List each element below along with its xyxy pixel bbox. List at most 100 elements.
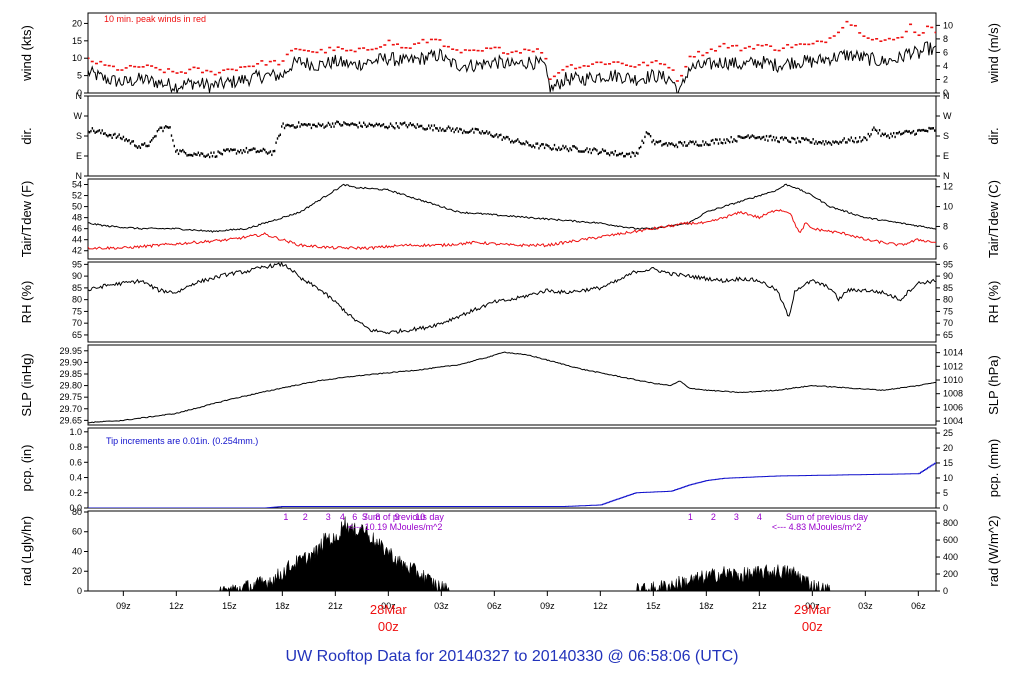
data-point: [132, 140, 135, 143]
data-point: [457, 130, 460, 133]
peak-marker: [641, 61, 645, 64]
peak-marker: [323, 51, 327, 54]
peak-marker: [620, 62, 624, 65]
peak-marker: [111, 65, 115, 68]
data-point: [501, 138, 503, 141]
peak-marker: [234, 69, 238, 72]
data-point: [830, 143, 833, 146]
data-point: [866, 138, 868, 142]
data-point: [610, 151, 612, 154]
data-point: [327, 121, 330, 125]
data-point: [242, 149, 245, 152]
hour-marker: 2: [711, 512, 716, 522]
hour-marker: 10: [415, 512, 425, 522]
peak-marker: [612, 61, 616, 63]
data-point: [809, 141, 812, 144]
peak-marker: [472, 49, 476, 51]
series-area: [88, 516, 936, 591]
peak-marker: [518, 52, 522, 54]
data-point: [169, 126, 171, 129]
data-point: [320, 124, 322, 128]
data-point: [524, 142, 526, 146]
data-point: [148, 144, 150, 147]
data-point: [217, 150, 219, 153]
data-point: [290, 124, 293, 127]
data-point: [531, 145, 533, 149]
peak-marker: [892, 38, 896, 41]
data-point: [662, 143, 665, 146]
peak-marker: [637, 64, 641, 66]
peak-marker: [824, 41, 828, 44]
data-point: [614, 149, 616, 153]
data-point: [924, 129, 926, 132]
y-tick-label: 29.65: [59, 415, 82, 425]
data-point: [177, 152, 180, 156]
data-point: [693, 142, 696, 146]
peak-marker: [624, 64, 628, 66]
data-point: [567, 149, 570, 153]
peak-marker: [506, 53, 510, 55]
data-point: [228, 149, 231, 153]
data-point: [488, 131, 491, 134]
data-point: [825, 140, 827, 143]
data-point: [921, 128, 923, 132]
data-point: [379, 124, 382, 128]
date-sublabel: 00z: [378, 619, 399, 634]
x-tick-label: 18z: [699, 601, 714, 611]
data-point: [128, 139, 130, 142]
data-point: [348, 123, 351, 127]
data-point: [737, 135, 739, 138]
data-point: [344, 122, 347, 125]
peak-marker: [815, 40, 819, 43]
data-point: [223, 148, 225, 152]
peak-marker: [684, 65, 688, 68]
series-line: [88, 351, 936, 424]
y-tick-label: 46: [72, 224, 82, 234]
data-point: [182, 148, 184, 152]
data-point: [191, 154, 194, 157]
data-point: [440, 129, 443, 132]
data-point: [158, 128, 160, 131]
data-point: [611, 151, 614, 154]
peak-marker: [107, 64, 111, 67]
y-tick-label: 10: [72, 53, 82, 63]
data-point: [835, 140, 837, 143]
peak-marker: [230, 68, 234, 71]
data-point: [269, 150, 272, 153]
data-point: [840, 141, 843, 144]
y-tick-label: 5: [77, 71, 82, 81]
peak-marker: [451, 48, 455, 51]
data-point: [897, 132, 899, 135]
data-point: [470, 129, 472, 132]
data-point: [286, 123, 289, 127]
peak-marker: [743, 47, 747, 49]
series-group: [88, 351, 936, 424]
data-point: [883, 133, 885, 137]
data-point: [758, 135, 761, 139]
data-point: [599, 151, 601, 155]
radiation-sum-label: Sum of previous day: [362, 512, 445, 522]
peak-marker: [896, 37, 900, 39]
panel-frame: [87, 12, 937, 94]
data-point: [423, 128, 426, 131]
data-point: [184, 152, 187, 155]
peak-marker: [209, 70, 213, 73]
y2-tick-label: 400: [943, 552, 958, 562]
data-point: [476, 127, 478, 131]
peak-marker: [561, 69, 565, 71]
y2-tick-label: 65: [943, 330, 953, 340]
peak-marker: [485, 47, 489, 49]
peak-marker: [646, 64, 650, 67]
peak-marker: [523, 48, 527, 51]
y2-tick-label: 1010: [943, 375, 963, 385]
peak-marker: [476, 49, 480, 52]
data-point: [105, 133, 108, 137]
y-tick-label: 20: [72, 18, 82, 28]
chart-title: UW Rooftop Data for 20140327 to 20140330…: [285, 648, 739, 665]
data-point: [632, 151, 635, 155]
peak-marker: [434, 38, 438, 41]
data-point: [316, 125, 318, 128]
data-point: [396, 125, 399, 128]
data-point: [933, 129, 936, 132]
data-point: [717, 142, 720, 145]
